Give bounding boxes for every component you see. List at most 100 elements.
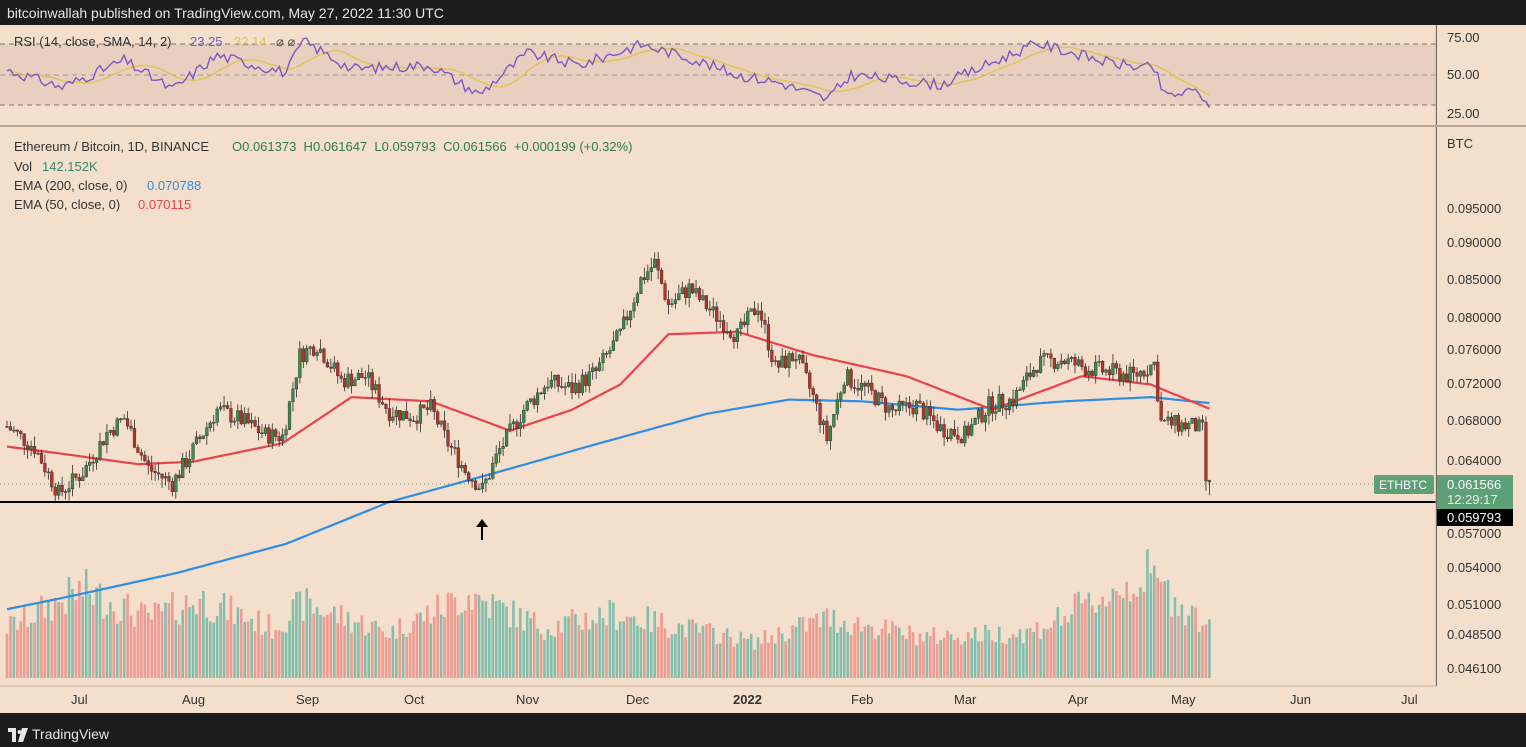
candle-body <box>312 346 316 356</box>
volume-bar <box>1042 628 1046 678</box>
candle-body <box>573 382 578 394</box>
candle-body <box>222 405 226 408</box>
candle-body <box>470 480 474 482</box>
volume-bar <box>746 638 750 678</box>
candle-body <box>877 392 881 406</box>
candle-body <box>1011 398 1015 406</box>
candle-body <box>232 420 236 423</box>
volume-bar <box>780 633 784 678</box>
candle-body <box>987 396 991 416</box>
time-label: Jun <box>1290 692 1311 707</box>
volume-bar <box>43 618 47 678</box>
volume-bar <box>360 615 364 678</box>
ethbtc-chart[interactable]: RSI (14, close, SMA, 14, 2) 23.25 32.14 … <box>0 25 1526 722</box>
volume-bar <box>870 626 874 678</box>
volume-bar <box>133 626 136 678</box>
volume-bar <box>109 602 112 678</box>
volume-bar <box>377 626 381 678</box>
candle-body <box>994 411 998 414</box>
volume-bar <box>949 634 953 678</box>
volume-bar <box>33 622 36 678</box>
candle-body <box>942 424 946 438</box>
volume-bar <box>463 610 467 678</box>
candle-body <box>491 462 495 479</box>
candle-body <box>966 425 970 436</box>
volume-bar <box>718 643 722 678</box>
volume-bar <box>932 627 936 678</box>
candle-body <box>467 472 471 481</box>
candle-body <box>728 331 733 338</box>
candle-body <box>659 269 664 284</box>
volume-bar <box>1108 601 1111 678</box>
candle-body <box>1131 366 1136 373</box>
volume-bar <box>1011 634 1015 678</box>
rsi-price-scale <box>1437 25 1526 125</box>
candle-body <box>515 421 519 429</box>
candle-body <box>108 430 112 433</box>
time-label: May <box>1171 692 1196 707</box>
candle-body <box>225 405 230 409</box>
candle-body <box>250 420 254 424</box>
candle-body <box>604 353 609 355</box>
last-price-value: 0.061566 <box>1447 477 1501 492</box>
candle-body <box>353 379 357 387</box>
candle-body <box>494 453 498 464</box>
volume-bar <box>1063 616 1066 678</box>
candle-body <box>715 306 719 322</box>
volume-bar <box>370 621 374 678</box>
volume-bar <box>1139 587 1142 678</box>
candle-body <box>101 441 106 446</box>
candle-body <box>1032 369 1036 377</box>
candle-body <box>711 306 715 311</box>
volume-bar <box>646 606 650 678</box>
symbol-legend: Ethereum / Bitcoin, 1D, BINANCE <box>14 139 209 154</box>
volume-bar <box>622 621 626 678</box>
volume-bar <box>1025 628 1029 678</box>
volume-bar <box>997 626 1001 678</box>
volume-bar <box>157 603 160 678</box>
volume-bar <box>687 619 691 678</box>
volume-bar <box>711 627 715 678</box>
volume-bar <box>594 623 598 678</box>
volume-bar <box>381 631 384 678</box>
volume-bar <box>529 618 532 678</box>
candle-body <box>1190 418 1194 424</box>
volume-bar <box>136 610 140 678</box>
volume-bar <box>181 609 185 678</box>
candle-body <box>856 388 860 391</box>
candle-body <box>887 405 891 413</box>
candle-body <box>756 310 760 315</box>
candle-body <box>653 258 657 268</box>
volume-bar <box>884 619 887 678</box>
volume-bar <box>791 625 794 678</box>
price-tick: 0.072000 <box>1447 376 1501 391</box>
candle-body <box>625 316 629 321</box>
volume-bar <box>615 629 619 678</box>
candle-body <box>722 320 726 333</box>
candle-body <box>1135 372 1139 377</box>
volume-bar <box>388 637 391 678</box>
volume-bar <box>732 646 736 678</box>
volume-bar <box>212 622 216 678</box>
candle-body <box>150 465 154 472</box>
candle-body <box>473 480 478 490</box>
volume-bar <box>698 632 701 678</box>
candle-body <box>784 355 788 369</box>
candle-body <box>1128 366 1132 382</box>
volume-bar <box>281 631 284 678</box>
candle-body <box>746 311 750 326</box>
volume-bar <box>288 620 291 678</box>
price-tick: 0.057000 <box>1447 526 1501 541</box>
price-tick: 0.048500 <box>1447 627 1501 642</box>
volume-bar <box>457 615 460 678</box>
candle-body <box>539 392 543 395</box>
volume-bar <box>546 629 550 678</box>
candle-body <box>1021 380 1025 390</box>
volume-bar <box>980 641 984 678</box>
volume-bar <box>98 583 102 678</box>
candle-body <box>198 436 202 439</box>
volume-bar <box>1125 581 1129 678</box>
candle-body <box>773 360 777 362</box>
volume-bar <box>629 617 632 678</box>
candle-body <box>432 399 436 413</box>
